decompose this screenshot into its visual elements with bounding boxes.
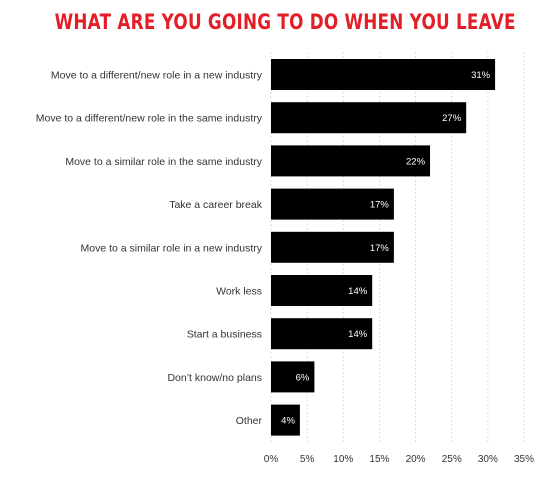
category-label: Move to a different/new role in the same… (36, 113, 263, 125)
bar (271, 102, 467, 134)
bar (271, 231, 394, 263)
x-axis-ticks: 0% 5% 10% 15% 20% 25% 30% 35% (264, 454, 534, 465)
bar-value-label: 17% (370, 243, 390, 254)
chart-title: WHAT ARE YOU GOING TO DO WHEN YOU LEAVE (54, 10, 516, 34)
bar-value-label: 27% (442, 113, 462, 124)
category-label: Move to a similar role in a new industry (81, 242, 263, 254)
bar (271, 404, 300, 436)
bar (271, 59, 496, 90)
tick-label: 5% (300, 454, 315, 465)
bar-value-label: 31% (471, 70, 491, 81)
tick-label: 10% (333, 454, 353, 465)
bar (271, 361, 315, 393)
category-label: Move to a similar role in the same indus… (65, 156, 262, 168)
tick-label: 0% (264, 454, 279, 465)
tick-label: 25% (442, 454, 462, 465)
tick-label: 15% (369, 454, 389, 465)
category-label: Other (236, 415, 263, 427)
tick-label: 35% (514, 454, 534, 465)
category-label: Don’t know/no plans (167, 372, 262, 384)
category-label: Work less (216, 286, 262, 298)
bar-value-label: 14% (348, 329, 368, 340)
category-label: Start a business (187, 329, 262, 341)
bar (271, 188, 394, 220)
bar-value-label: 6% (296, 372, 310, 383)
bar-value-label: 14% (348, 286, 368, 297)
bar-value-label: 17% (370, 200, 390, 211)
tick-label: 20% (406, 454, 426, 465)
bar (271, 145, 431, 177)
category-labels: Move to a different/new role in a new in… (36, 70, 263, 428)
bar-value-label: 4% (281, 416, 295, 427)
bars: 31% 27% 22% 17% 17% 14% 14% 6% 4% (271, 59, 496, 436)
tick-label: 30% (478, 454, 498, 465)
category-label: Move to a different/new role in a new in… (51, 70, 263, 82)
bar (271, 318, 373, 350)
bar (271, 275, 373, 306)
category-label: Take a career break (169, 199, 263, 211)
bar-value-label: 22% (406, 156, 426, 167)
